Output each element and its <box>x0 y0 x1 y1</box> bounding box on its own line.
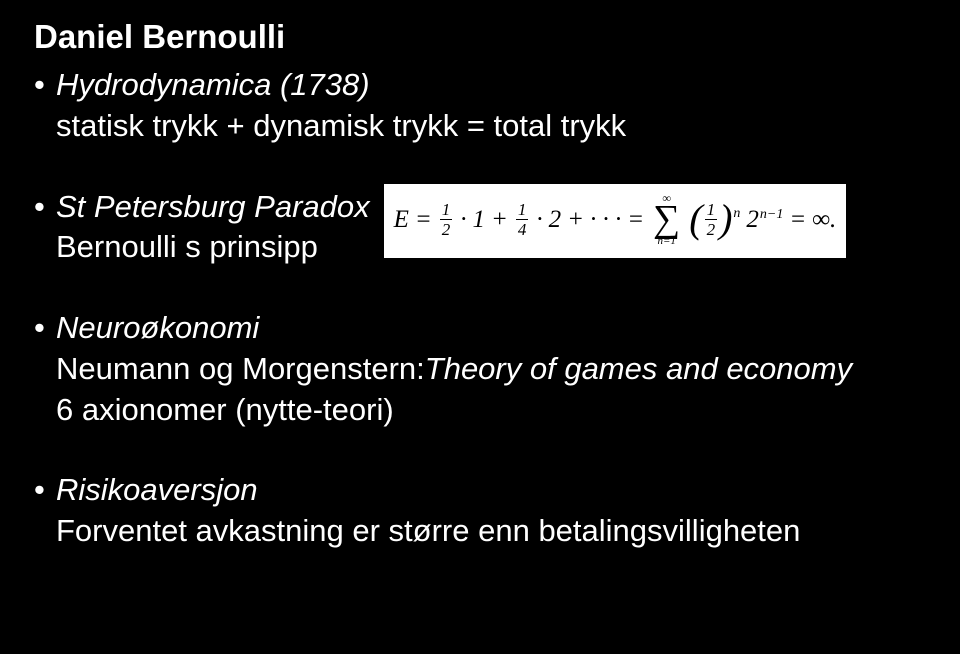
formula-cdot: · <box>536 204 542 235</box>
bullet-sub-1-0: statisk trykk + dynamisk trykk = total t… <box>56 107 930 146</box>
formula-frac-2: 1 4 <box>516 201 529 238</box>
bullet-sub-2-0: Bernoulli s prinsipp <box>56 228 370 267</box>
bullet-block-3: • Neuroøkonomi Neumann og Morgenstern:Th… <box>34 309 930 429</box>
slide-title: Daniel Bernoulli <box>34 18 930 56</box>
formula-cdot: · <box>460 204 466 235</box>
bullet-dot: • <box>34 309 56 346</box>
bullet-dot: • <box>34 471 56 508</box>
expected-value-formula: E = 1 2 · 1 + 1 4 · 2 + · · <box>384 184 847 258</box>
formula-term1-val: 1 <box>473 204 486 235</box>
bullet-dot: • <box>34 66 56 103</box>
formula-term2-val: 2 <box>549 204 562 235</box>
bullet-sub-3-1: 6 axionomer (nytte-teori) <box>56 391 930 430</box>
formula-paren-term: ( 1 2 ) n <box>689 201 740 238</box>
bullet-dot: • <box>34 188 56 225</box>
formula-frac-1: 1 2 <box>440 201 453 238</box>
formula-var-e: E <box>394 204 409 235</box>
formula-rhs: ∞. <box>812 204 836 235</box>
bullet-block-4: • Risikoaversjon Forventet avkastning er… <box>34 471 930 551</box>
bullet-sub-3-0: Neumann og Morgenstern:Theory of games a… <box>56 350 930 389</box>
formula-equals: = <box>415 204 432 235</box>
bullet-heading-2: St Petersburg Paradox <box>56 188 370 227</box>
formula-sum: ∞ ∑ n=1 <box>653 192 680 246</box>
formula-plus: + <box>567 204 584 235</box>
bullet-sub-4-0: Forventet avkastning er større enn betal… <box>56 512 930 551</box>
bullet-block-1: • Hydrodynamica (1738) statisk trykk + d… <box>34 66 930 146</box>
formula-equals: = <box>627 204 644 235</box>
formula-plus: + <box>491 204 508 235</box>
bullet-heading-4: Risikoaversjon <box>56 471 930 510</box>
bullet-heading-1: Hydrodynamica (1738) <box>56 66 930 105</box>
bullet-heading-3: Neuroøkonomi <box>56 309 930 348</box>
formula-two-exp: 2 n−1 <box>746 204 783 235</box>
formula-equals: = <box>789 204 806 235</box>
formula-ellipsis: · · · <box>590 204 621 235</box>
bullet-block-2: • St Petersburg Paradox Bernoulli s prin… <box>34 188 930 268</box>
